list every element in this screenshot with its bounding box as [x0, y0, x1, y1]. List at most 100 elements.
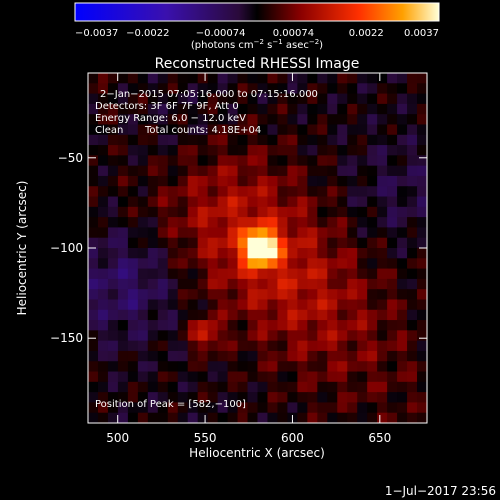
- heatmap-cell: [127, 93, 139, 105]
- heatmap-cell: [247, 268, 259, 280]
- heatmap-cell: [107, 155, 119, 167]
- heatmap-cell: [307, 124, 318, 136]
- timestamp: 1−Jul−2017 23:56: [385, 484, 496, 498]
- heatmap-cell: [287, 371, 298, 383]
- heatmap-cell: [157, 392, 169, 404]
- heatmap-cell: [307, 114, 318, 126]
- heatmap-cell: [377, 165, 388, 177]
- heatmap-cell: [207, 371, 219, 383]
- heatmap-cell: [327, 145, 338, 156]
- heatmap-cell: [187, 330, 199, 342]
- heatmap-cell: [187, 83, 199, 95]
- heatmap-cell: [147, 217, 159, 229]
- heatmap-cell: [307, 402, 318, 414]
- heatmap-cell: [237, 237, 249, 249]
- heatmap-cell: [217, 268, 229, 280]
- heatmap-cell: [297, 330, 308, 342]
- heatmap-cell: [267, 340, 279, 352]
- heatmap-cell: [277, 361, 289, 373]
- heatmap-cell: [407, 186, 418, 198]
- heatmap-cell: [287, 330, 298, 342]
- heatmap-cell: [88, 217, 99, 229]
- heatmap-cell: [357, 134, 368, 146]
- heatmap-cell: [337, 165, 348, 177]
- heatmap-cell: [97, 93, 109, 105]
- heatmap-cell: [367, 299, 378, 311]
- heatmap-cell: [147, 309, 159, 321]
- heatmap-cell: [177, 124, 189, 136]
- heatmap-cell: [107, 412, 119, 423]
- heatmap-cell: [127, 73, 139, 84]
- heatmap-cell: [307, 412, 318, 423]
- heatmap-cell: [307, 248, 318, 259]
- heatmap-cell: [397, 186, 408, 198]
- heatmap-cell: [387, 278, 398, 290]
- heatmap-cell: [147, 73, 159, 84]
- heatmap-cell: [88, 361, 99, 373]
- colorbar-tick-label: 0.0022: [349, 28, 384, 39]
- heatmap-cell: [397, 289, 408, 301]
- heatmap-cell: [197, 392, 209, 404]
- heatmap-cell: [97, 124, 109, 136]
- heatmap-cell: [137, 175, 149, 187]
- heatmap-cell: [397, 381, 408, 393]
- heatmap-cell: [107, 278, 119, 290]
- heatmap-cell: [377, 278, 388, 290]
- heatmap-cell: [307, 93, 318, 105]
- heatmap-cell: [147, 340, 159, 352]
- heatmap-cell: [107, 103, 119, 115]
- heatmap-cell: [257, 227, 269, 239]
- heatmap-cell: [247, 83, 259, 95]
- heatmap-cell: [247, 73, 259, 84]
- heatmap-cell: [297, 124, 308, 136]
- annotation-line: Clean: [95, 125, 123, 136]
- heatmap-cell: [97, 175, 109, 187]
- heatmap-cell: [197, 361, 209, 373]
- heatmap-cell: [367, 155, 378, 167]
- heatmap-cell: [137, 124, 149, 136]
- heatmap-cell: [307, 361, 318, 373]
- heatmap-cell: [257, 381, 269, 393]
- heatmap-cell: [187, 124, 199, 136]
- heatmap-cell: [317, 381, 328, 393]
- heatmap-cell: [297, 381, 308, 393]
- heatmap-cell: [337, 155, 348, 167]
- heatmap-cell: [347, 371, 358, 383]
- heatmap-cell: [137, 289, 149, 301]
- heatmap-cell: [107, 258, 119, 270]
- heatmap-cell: [317, 371, 328, 383]
- heatmap-cell: [107, 248, 119, 259]
- heatmap-cell: [217, 299, 229, 311]
- x-tick-label: 550: [194, 431, 217, 445]
- heatmap-cell: [167, 361, 179, 373]
- heatmap-cell: [107, 309, 119, 321]
- heatmap-cell: [117, 320, 129, 331]
- heatmap-cell: [177, 392, 189, 404]
- heatmap-cell: [327, 73, 338, 84]
- heatmap-cell: [357, 330, 368, 342]
- heatmap-cell: [117, 248, 129, 259]
- heatmap-cell: [117, 114, 129, 126]
- heatmap-cell: [257, 165, 269, 177]
- x-tick-label: 600: [281, 431, 304, 445]
- heatmap-cell: [287, 93, 298, 105]
- heatmap-cell: [297, 83, 308, 95]
- heatmap-cell: [377, 320, 388, 331]
- heatmap-cell: [137, 330, 149, 342]
- heatmap-cell: [337, 289, 348, 301]
- heatmap-cell: [247, 299, 259, 311]
- heatmap-cell: [127, 206, 139, 218]
- heatmap-cell: [417, 299, 427, 311]
- heatmap-cell: [167, 392, 179, 404]
- heatmap-cell: [147, 412, 159, 423]
- heatmap-cell: [357, 217, 368, 229]
- heatmap-cell: [97, 134, 109, 146]
- heatmap-cell: [107, 289, 119, 301]
- heatmap-cell: [347, 381, 358, 393]
- heatmap-cell: [227, 103, 239, 115]
- heatmap-cell: [387, 371, 398, 383]
- heatmap-cell: [347, 237, 358, 249]
- heatmap-cell: [387, 392, 398, 404]
- heatmap-cell: [117, 299, 129, 311]
- heatmap-cell: [217, 248, 229, 259]
